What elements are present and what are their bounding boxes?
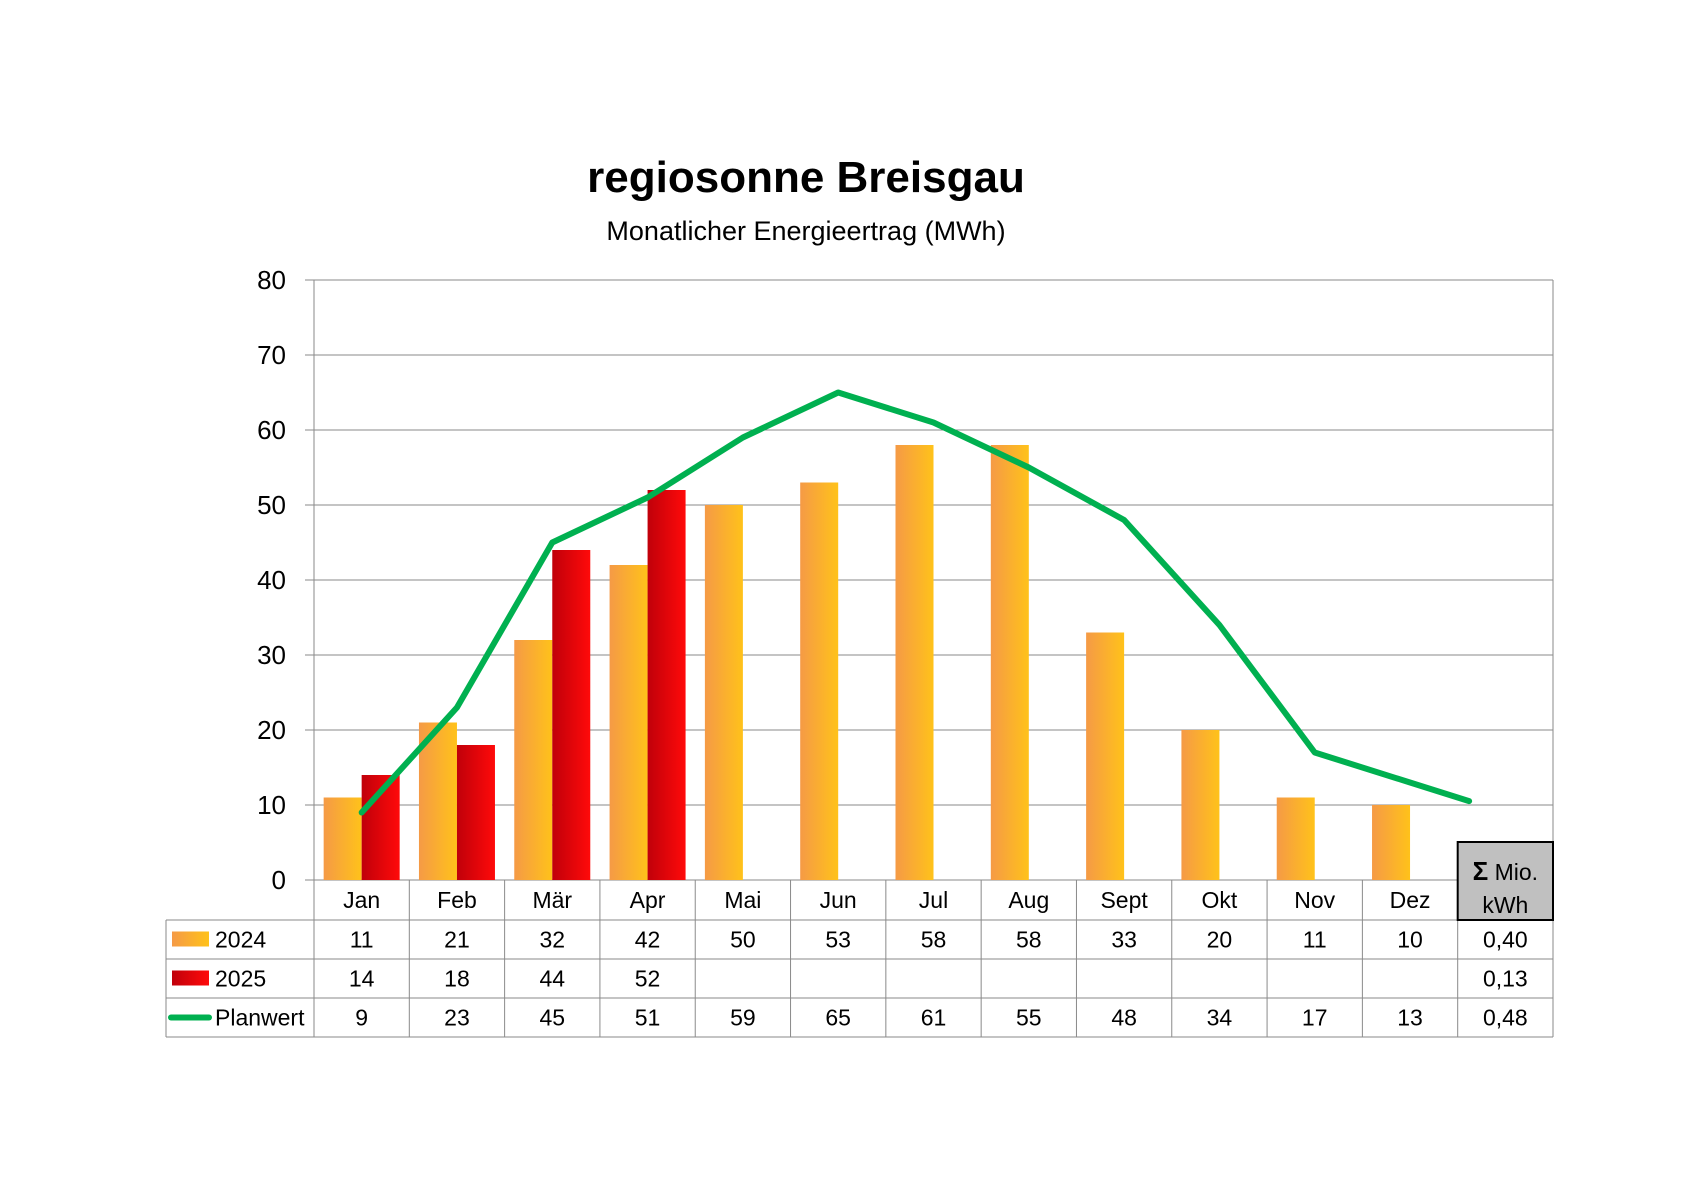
x-tick-label: Jul <box>919 887 948 913</box>
table-cell: 51 <box>635 1005 661 1031</box>
bars <box>323 445 1411 880</box>
chart-subtitle: Monatlicher Energieertrag (MWh) <box>606 216 1005 246</box>
bar-2024 <box>1086 632 1125 880</box>
legend-label: Planwert <box>215 1005 305 1031</box>
table-cell: 55 <box>1016 1005 1042 1031</box>
legend-label: 2025 <box>215 966 266 992</box>
bar-2024 <box>609 565 648 880</box>
x-tick-label: Nov <box>1294 887 1335 913</box>
x-tick-label: Mär <box>532 887 572 913</box>
y-tick-label: 10 <box>257 790 286 820</box>
table-cell: 21 <box>444 927 470 953</box>
table-cell: 61 <box>921 1005 947 1031</box>
bar-2024 <box>1181 730 1220 880</box>
x-tick-label: Aug <box>1008 887 1049 913</box>
legend-label: 2024 <box>215 927 266 953</box>
bar-2025 <box>647 490 686 880</box>
table-cell: 10 <box>1397 927 1423 953</box>
table-cell: 33 <box>1111 927 1137 953</box>
legend-key-2025 <box>172 970 209 986</box>
table-cell: 18 <box>444 966 470 992</box>
y-tick-label: 0 <box>272 865 286 895</box>
table-total-cell: 0,13 <box>1483 966 1528 992</box>
table-cell: 13 <box>1397 1005 1423 1031</box>
x-tick-label: Okt <box>1202 887 1238 913</box>
bar-2024 <box>704 505 743 880</box>
table-cell: 44 <box>539 966 565 992</box>
x-tick-label: Mai <box>724 887 761 913</box>
table-cell: 52 <box>635 966 661 992</box>
y-tick-label: 30 <box>257 640 286 670</box>
table-cell: 34 <box>1207 1005 1233 1031</box>
table-cell: 48 <box>1111 1005 1137 1031</box>
y-tick-label: 20 <box>257 715 286 745</box>
bar-2024 <box>418 722 457 880</box>
y-axis-ticks: 0 10 20 30 40 50 60 70 80 <box>257 265 286 895</box>
x-tick-label: Sept <box>1100 887 1148 913</box>
table-cell: 53 <box>825 927 851 953</box>
table-cell: 58 <box>1016 927 1042 953</box>
bar-2024 <box>1372 805 1411 880</box>
x-tick-label: Apr <box>630 887 666 913</box>
y-tick-label: 80 <box>257 265 286 295</box>
bar-2024 <box>895 445 934 880</box>
x-tick-label: Feb <box>437 887 477 913</box>
bar-2024 <box>990 445 1029 880</box>
bar-2024 <box>514 640 553 880</box>
total-header-unit: Mio. <box>1488 859 1538 885</box>
x-tick-label: Dez <box>1390 887 1431 913</box>
legend-key-2024 <box>172 931 209 947</box>
table-cell: 42 <box>635 927 661 953</box>
table-cell: 50 <box>730 927 756 953</box>
x-tick-label: Jun <box>820 887 857 913</box>
table-cell: 65 <box>825 1005 851 1031</box>
table-cell: 9 <box>355 1005 368 1031</box>
x-tick-label: Jan <box>343 887 380 913</box>
table-cell: 32 <box>539 927 565 953</box>
table-total-cell: 0,48 <box>1483 1005 1528 1031</box>
table-cell: 58 <box>921 927 947 953</box>
table-cell: 11 <box>350 927 374 953</box>
bar-2024 <box>1276 797 1315 880</box>
table-cell: 23 <box>444 1005 470 1031</box>
total-header-box <box>1456 841 1554 921</box>
table-cell: 59 <box>730 1005 756 1031</box>
data-table: Jan Feb Mär Apr Mai Jun Jul Aug Sept Okt Nov Dez Σ M… <box>165 841 1554 1038</box>
table-cell: 14 <box>349 966 375 992</box>
planwert-line-path <box>358 389 1473 816</box>
y-tick-label: 40 <box>257 565 286 595</box>
bar-2025 <box>456 745 495 880</box>
table-cell: 45 <box>539 1005 565 1031</box>
sigma-icon: Σ <box>1473 856 1489 886</box>
planwert-line <box>358 389 1473 816</box>
y-tick-label: 60 <box>257 415 286 445</box>
bar-2024 <box>800 482 839 880</box>
chart-title: regiosonne Breisgau <box>587 153 1025 202</box>
y-tick-label: 50 <box>257 490 286 520</box>
y-tick-label: 70 <box>257 340 286 370</box>
table-cell: 17 <box>1302 1005 1328 1031</box>
bar-2024 <box>323 797 362 880</box>
table-cell: 11 <box>1303 927 1327 953</box>
table-total-cell: 0,40 <box>1483 927 1528 953</box>
bar-2025 <box>552 550 591 880</box>
total-header-line2: kWh <box>1482 892 1528 918</box>
table-cell: 20 <box>1207 927 1233 953</box>
total-header-line1: Σ Mio. <box>1473 856 1538 886</box>
